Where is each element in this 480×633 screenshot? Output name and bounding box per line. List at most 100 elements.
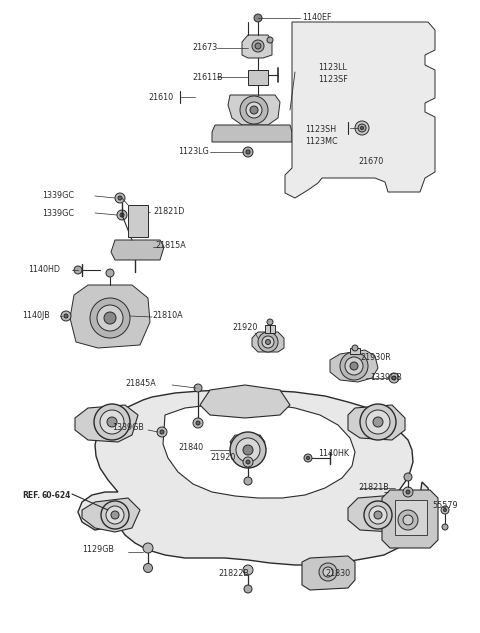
Text: 21670: 21670 [358, 158, 383, 166]
Circle shape [406, 490, 410, 494]
Circle shape [118, 196, 122, 200]
Circle shape [97, 305, 123, 331]
Polygon shape [212, 125, 292, 142]
Text: 21611B: 21611B [192, 73, 223, 82]
Circle shape [111, 511, 119, 519]
Circle shape [444, 508, 446, 511]
Circle shape [230, 432, 266, 468]
Circle shape [352, 345, 358, 351]
Text: 1140HK: 1140HK [318, 449, 349, 458]
Polygon shape [382, 490, 438, 548]
Polygon shape [302, 556, 355, 590]
Circle shape [392, 376, 396, 380]
Text: 21810A: 21810A [152, 311, 182, 320]
Polygon shape [70, 285, 150, 348]
Circle shape [265, 339, 271, 344]
Circle shape [355, 121, 369, 135]
Text: REF.: REF. [22, 491, 40, 501]
Circle shape [194, 384, 202, 392]
Circle shape [157, 427, 167, 437]
Circle shape [360, 127, 363, 130]
Circle shape [304, 454, 312, 462]
Circle shape [100, 410, 124, 434]
Text: 1123LL: 1123LL [318, 63, 347, 73]
Circle shape [250, 106, 258, 114]
Circle shape [373, 417, 383, 427]
Polygon shape [348, 405, 405, 440]
Circle shape [106, 506, 124, 524]
Text: 1140EF: 1140EF [302, 13, 332, 23]
Circle shape [374, 511, 382, 519]
Polygon shape [252, 332, 284, 352]
Circle shape [246, 150, 250, 154]
Text: 21920: 21920 [232, 323, 257, 332]
Circle shape [398, 510, 418, 530]
Circle shape [350, 362, 358, 370]
Circle shape [90, 298, 130, 338]
Text: 1123MC: 1123MC [305, 137, 337, 146]
Text: 1123SH: 1123SH [305, 125, 336, 134]
Text: 21920: 21920 [210, 453, 235, 463]
Bar [395, 500, 427, 535]
Polygon shape [330, 350, 378, 382]
Text: 1339GC: 1339GC [42, 208, 74, 218]
Circle shape [160, 430, 164, 434]
Circle shape [143, 543, 153, 553]
Circle shape [403, 487, 413, 497]
Text: 21830: 21830 [325, 568, 350, 577]
Text: 1140JB: 1140JB [22, 311, 50, 320]
Circle shape [369, 506, 387, 524]
Bar [128, 205, 148, 237]
Text: 21610: 21610 [148, 92, 173, 101]
Text: 21821D: 21821D [153, 208, 184, 216]
Text: 21821B: 21821B [358, 484, 389, 492]
Text: 21845A: 21845A [125, 379, 156, 387]
Circle shape [240, 96, 268, 124]
Circle shape [117, 210, 127, 220]
Polygon shape [163, 403, 355, 498]
Text: 1123SF: 1123SF [318, 75, 348, 84]
Bar [350, 348, 360, 354]
Text: 1339GC: 1339GC [42, 192, 74, 201]
Circle shape [144, 563, 153, 572]
Circle shape [193, 418, 203, 428]
Circle shape [358, 124, 366, 132]
Circle shape [255, 43, 261, 49]
Circle shape [364, 501, 392, 529]
Text: 1129GB: 1129GB [82, 546, 114, 555]
Circle shape [64, 314, 68, 318]
Circle shape [389, 373, 399, 383]
Circle shape [360, 404, 396, 440]
Circle shape [246, 460, 250, 464]
Circle shape [244, 585, 252, 593]
Polygon shape [348, 495, 410, 532]
Circle shape [74, 266, 82, 274]
Circle shape [404, 473, 412, 481]
Polygon shape [82, 498, 140, 532]
Bar [265, 325, 275, 333]
Circle shape [246, 102, 262, 118]
Circle shape [104, 312, 116, 324]
Text: 1123LG: 1123LG [178, 147, 209, 156]
Circle shape [340, 352, 368, 380]
Polygon shape [111, 240, 164, 260]
Circle shape [267, 37, 273, 43]
Circle shape [252, 40, 264, 52]
Polygon shape [242, 35, 272, 58]
Polygon shape [248, 70, 268, 85]
Circle shape [319, 563, 337, 581]
Circle shape [243, 147, 253, 157]
Circle shape [106, 269, 114, 277]
Circle shape [254, 14, 262, 22]
Text: 60-624: 60-624 [42, 491, 72, 501]
Circle shape [323, 567, 333, 577]
Text: 1339GB: 1339GB [112, 423, 144, 432]
Circle shape [101, 501, 129, 529]
Circle shape [243, 445, 253, 455]
Polygon shape [75, 405, 138, 442]
Text: 21673: 21673 [192, 44, 217, 53]
Circle shape [267, 319, 273, 325]
Text: 1339GB: 1339GB [370, 373, 402, 382]
Text: 21930R: 21930R [360, 353, 391, 363]
Polygon shape [200, 385, 290, 418]
